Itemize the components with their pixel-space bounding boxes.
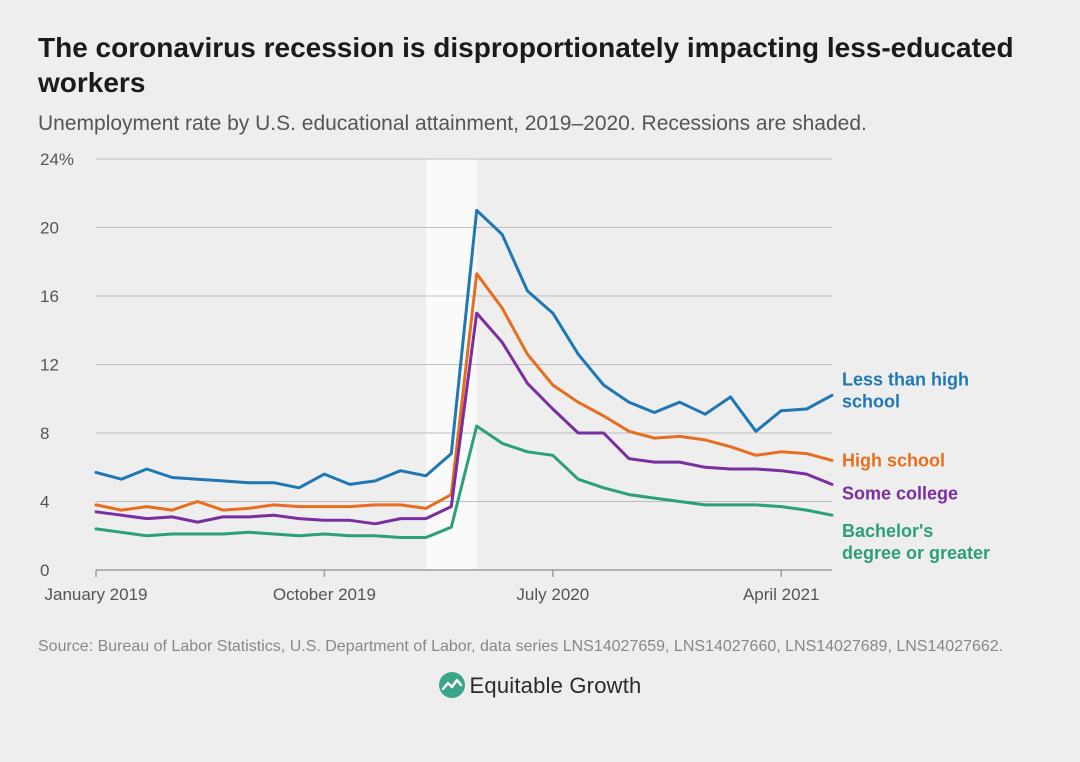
series-label-bachelors_plus: degree or greater [842,543,990,563]
series-label-less_than_hs: Less than high [842,369,969,389]
x-axis-tick-label: July 2020 [516,585,589,604]
y-axis-tick-label: 8 [40,424,49,443]
chart-subtitle: Unemployment rate by U.S. educational at… [38,112,1042,136]
y-axis-tick-label: 24% [40,150,74,169]
brand-footer: Equitable Growth [38,672,1042,699]
y-axis-tick-label: 20 [40,219,59,238]
chart-source: Source: Bureau of Labor Statistics, U.S.… [38,636,1042,658]
brand-name: Equitable Growth [470,673,642,698]
line-chart-svg: 0 4 8 12 16 20 24% January 2019 October 2019 July… [38,144,1042,624]
y-axis-tick-label: 12 [40,356,59,375]
x-axis-tick-label: January 2019 [44,585,147,604]
series-label-less_than_hs: school [842,391,900,411]
chart-container: The coronavirus recession is disproporti… [0,0,1080,762]
y-axis-tick-label: 0 [40,561,49,580]
y-axis-tick-label: 4 [40,493,49,512]
x-axis-tick-label: April 2021 [743,585,820,604]
series-label-high_school: High school [842,450,945,470]
series-label-bachelors_plus: Bachelor's [842,521,933,541]
chart-plot-area: 0 4 8 12 16 20 24% January 2019 October 2019 July… [38,144,1042,624]
series-label-some_college: Some college [842,483,958,503]
chart-title: The coronavirus recession is disproporti… [38,30,1042,100]
brand-logo-icon [439,672,465,698]
x-axis-tick-label: October 2019 [273,585,376,604]
y-axis-tick-label: 16 [40,287,59,306]
